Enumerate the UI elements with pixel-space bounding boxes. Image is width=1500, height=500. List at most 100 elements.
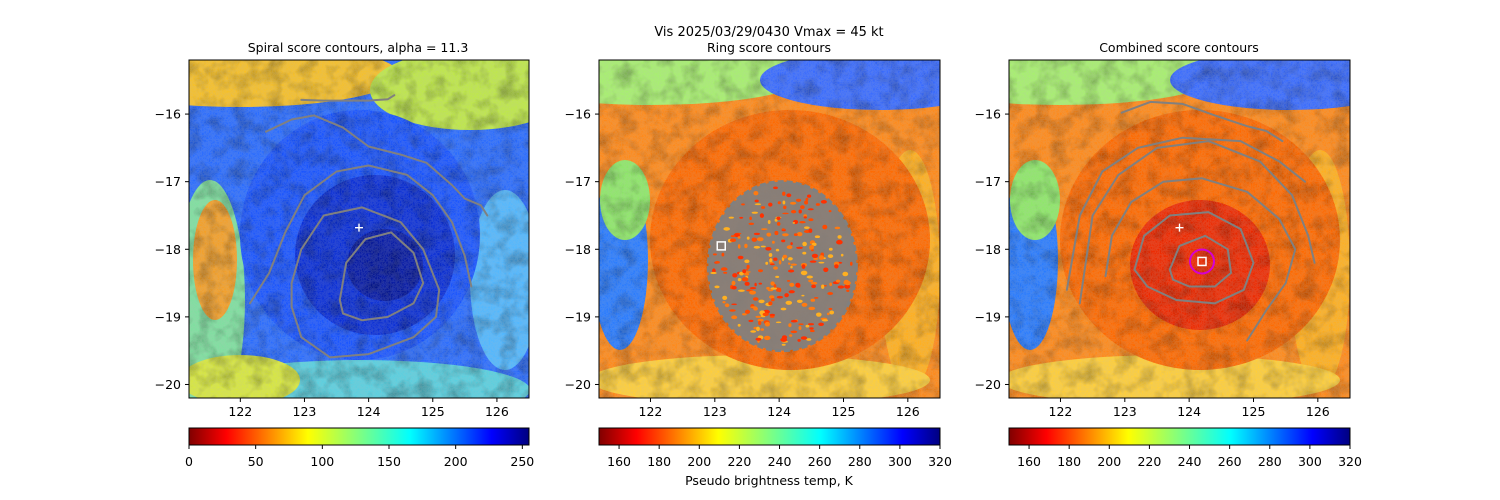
ring-contour-edge (706, 180, 858, 353)
ring-speckle (776, 216, 781, 220)
ring-speckle (791, 210, 797, 214)
ring-speckle (828, 247, 833, 251)
colorbar-ring: 160 180 200 220 240 260 280 300 320 (598, 427, 952, 469)
y-tick-label: −19 (155, 309, 181, 324)
ring-speckle (758, 282, 762, 285)
colorbar-tick-label: 280 (1258, 454, 1282, 469)
ring-speckle (829, 282, 833, 287)
colorbar-tick-label: 250 (510, 454, 534, 469)
ring-speckle (809, 260, 817, 263)
spiral-image (189, 60, 529, 398)
ring-speckle (788, 269, 795, 273)
contour-line (1133, 211, 1255, 305)
ring-speckle (792, 222, 796, 224)
colorbar-tick-label: 150 (377, 454, 401, 469)
colorbar-tick-label: 280 (848, 454, 872, 469)
ring-speckle (767, 220, 771, 224)
ring-speckle (721, 252, 725, 257)
ring-speckle (766, 286, 770, 290)
ring-speckle (807, 194, 812, 198)
ring-speckle (758, 320, 762, 326)
ring-speckle (749, 216, 752, 221)
center-marker-plus (355, 223, 363, 232)
ring-speckle (814, 235, 821, 238)
ring-speckle (808, 306, 816, 311)
ring-speckle (805, 324, 810, 328)
ring-speckle (800, 270, 808, 276)
center-marker-square (1197, 256, 1207, 267)
ring-speckle (768, 301, 773, 306)
ring-speckle (778, 260, 782, 265)
x-tick-label: 123 (293, 404, 317, 419)
x-tick-label: 122 (228, 404, 252, 419)
ring-speckle (723, 271, 728, 274)
ring-speckle (749, 287, 757, 290)
ring-speckle (840, 253, 844, 257)
ring-speckle (843, 279, 850, 285)
ring-image (599, 60, 940, 398)
ring-speckle (782, 254, 788, 259)
colorbar-tick-label: 200 (444, 454, 468, 469)
contour-line (248, 164, 473, 305)
ring-speckle (731, 315, 738, 320)
ring-speckle (775, 321, 782, 324)
ring-speckle (760, 328, 765, 331)
ring-speckle (737, 278, 742, 282)
colorbar-spiral: 0 50 100 150 200 250 (185, 427, 534, 469)
ring-speckle (790, 242, 793, 246)
ring-speckle (790, 201, 797, 205)
ring-speckle (748, 319, 754, 323)
ring-speckle (752, 297, 759, 301)
y-tick-label: −16 (155, 107, 181, 122)
y-tick-label: −17 (155, 174, 181, 189)
ring-speckle (741, 277, 749, 282)
ring-speckle (769, 295, 775, 299)
ring-speckle (788, 262, 791, 265)
ring-speckle (815, 203, 821, 206)
ring-speckle (796, 299, 803, 303)
x-tick-label: 126 (896, 404, 920, 419)
y-tick-label: −16 (975, 107, 1001, 122)
ring-speckle (788, 290, 795, 294)
ring-speckle (805, 197, 809, 202)
ring-speckle (777, 287, 782, 293)
ring-speckle (739, 216, 744, 219)
ring-speckle (808, 218, 814, 222)
x-tick-label: 122 (639, 404, 663, 419)
ring-speckle (850, 261, 853, 266)
ring-speckle (804, 200, 809, 205)
ring-speckle (810, 281, 818, 285)
ring-speckle (770, 298, 775, 302)
x-tick-label: 126 (1306, 404, 1330, 419)
ring-speckle (769, 313, 776, 317)
colorbar-tick-label: 220 (1137, 454, 1161, 469)
ring-speckle (799, 221, 806, 224)
ring-speckle (748, 222, 755, 225)
colorbar-tick-label: 240 (768, 454, 792, 469)
colorbar-tick-label: 160 (607, 454, 631, 469)
ring-speckle (789, 282, 795, 287)
ring-speckle (780, 307, 787, 311)
panel-ring: Ring score contours 122 123 124 125 126 −16 −1… (565, 40, 952, 488)
ring-speckle (781, 228, 785, 231)
ring-speckle (723, 227, 730, 231)
ring-speckle (818, 261, 825, 264)
ring-speckle (790, 319, 798, 323)
ring-speckle (765, 261, 769, 265)
ring-speckle (774, 230, 779, 236)
y-tick-label: −18 (565, 242, 591, 257)
ring-speckle (731, 303, 737, 306)
ring-speckle (766, 232, 772, 237)
ring-speckle (724, 303, 730, 308)
colorbar-label: Pseudo brightness temp, K (685, 473, 854, 488)
ring-speckle (773, 284, 777, 288)
ring-speckle (761, 206, 766, 209)
colorbar-tick-label: 180 (647, 454, 671, 469)
panel-title-ring: Ring score contours (707, 40, 831, 55)
panel-combined: Combined score contours 122 123 124 125 126 −… (975, 40, 1362, 469)
ring-speckle (837, 285, 845, 289)
ring-speckle (758, 299, 765, 304)
ring-speckle (786, 193, 792, 198)
ring-speckle (737, 236, 741, 239)
x-tick-label: 125 (421, 404, 445, 419)
